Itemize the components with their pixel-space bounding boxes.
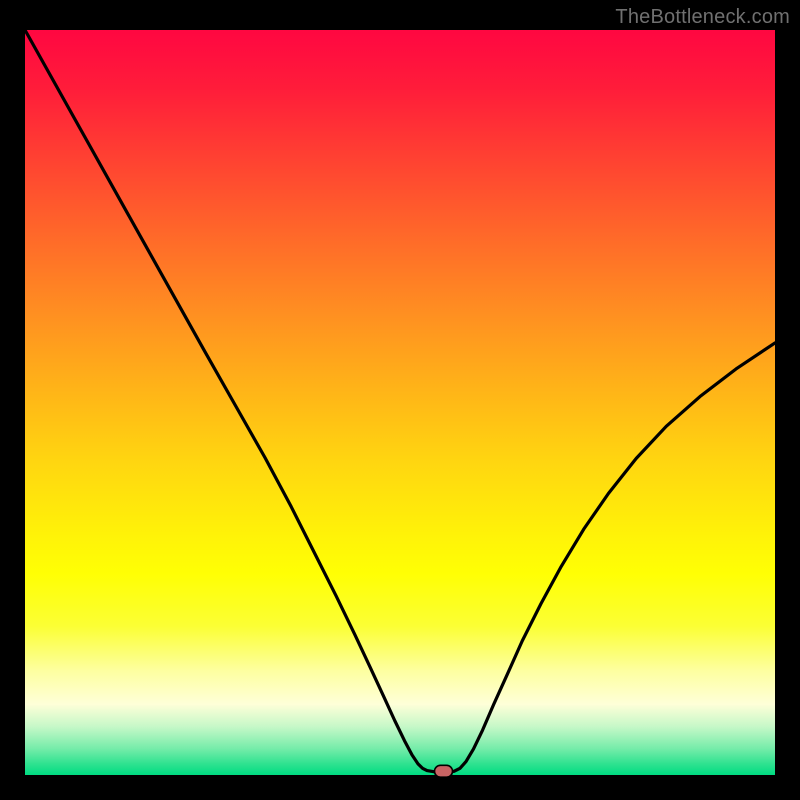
bottleneck-chart-container: TheBottleneck.com	[0, 0, 800, 800]
optimum-marker	[435, 765, 453, 777]
watermark-label: TheBottleneck.com	[615, 6, 790, 29]
bottleneck-chart	[0, 0, 800, 800]
chart-plot-area	[25, 30, 775, 775]
